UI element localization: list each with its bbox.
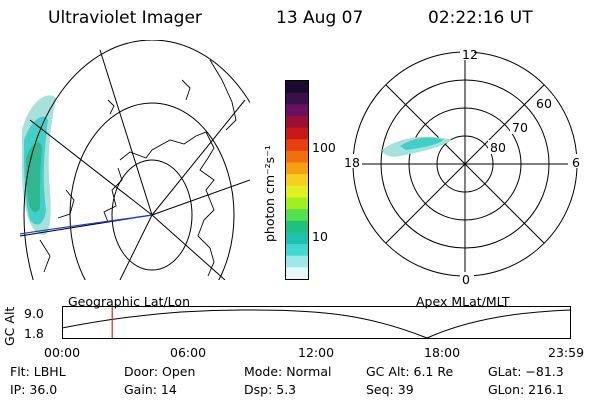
colorbar-band: [286, 92, 308, 105]
polar-plot: 12 0 18 6 60 70 80: [342, 48, 582, 287]
polar-panel-label: Apex MLat/MLT: [416, 294, 510, 309]
info-glat: GLat: −81.3: [488, 364, 564, 379]
colorbar-band: [286, 255, 308, 268]
info-door: Door: Open: [124, 364, 196, 379]
info-seq: Seq: 39: [366, 382, 414, 397]
geo-panel-label: Geographic Lat/Lon: [68, 294, 190, 309]
lat-label-70: 70: [512, 120, 528, 135]
xtick-0600: 06:00: [170, 345, 207, 360]
xtick-1800: 18:00: [424, 345, 461, 360]
lat-label-60: 60: [536, 96, 552, 111]
mlt-label-right: 6: [572, 155, 580, 170]
colorbar: [285, 80, 309, 280]
info-gain: Gain: 14: [124, 382, 177, 397]
colorbar-band: [286, 139, 308, 152]
mlt-label-left: 18: [344, 155, 360, 170]
colorbar-band: [286, 104, 308, 117]
instrument-title: Ultraviolet Imager: [48, 8, 202, 28]
mlt-label-bottom: 0: [462, 272, 470, 287]
colorbar-tick-10: 10: [312, 229, 328, 244]
altitude-ytick-top: 9.0: [24, 306, 44, 321]
colorbar-tick-100: 100: [312, 140, 336, 155]
xtick-1200: 12:00: [298, 345, 335, 360]
info-gcalt: GC Alt: 6.1 Re: [366, 364, 454, 379]
info-ip: IP: 36.0: [10, 382, 58, 397]
colorbar-band: [286, 267, 308, 280]
xtick-2359: 23:59: [548, 345, 585, 360]
colorbar-band: [286, 209, 308, 222]
colorbar-band: [286, 185, 308, 198]
altitude-ylabel: GC Alt: [2, 306, 17, 346]
mlt-label-top: 12: [462, 48, 478, 62]
colorbar-band: [286, 197, 308, 210]
info-glon: GLon: 216.1: [488, 382, 564, 397]
colorbar-band: [286, 174, 308, 187]
colorbar-band: [286, 127, 308, 140]
time-label: 02:22:16 UT: [428, 8, 533, 28]
colorbar-unit-label: photon cm⁻²s⁻¹: [262, 145, 277, 242]
aurora-emission-polar: [382, 136, 452, 157]
colorbar-band: [286, 220, 308, 233]
altitude-ytick-bottom: 1.8: [24, 326, 44, 341]
xtick-0000: 00:00: [44, 345, 81, 360]
info-mode: Mode: Normal: [244, 364, 332, 379]
colorbar-band: [286, 162, 308, 175]
date-label: 13 Aug 07: [276, 8, 364, 28]
info-flt: Flt: LBHL: [10, 364, 66, 379]
altitude-plot: [62, 306, 571, 339]
colorbar-band: [286, 81, 308, 94]
lat-label-80: 80: [490, 140, 506, 155]
colorbar-band: [286, 150, 308, 164]
info-dsp: Dsp: 5.3: [244, 382, 297, 397]
aurora-emission-geo: [22, 95, 56, 236]
colorbar-band: [286, 115, 308, 129]
colorbar-band: [286, 232, 308, 245]
colorbar-band: [286, 244, 308, 257]
geographic-map: [20, 40, 250, 280]
